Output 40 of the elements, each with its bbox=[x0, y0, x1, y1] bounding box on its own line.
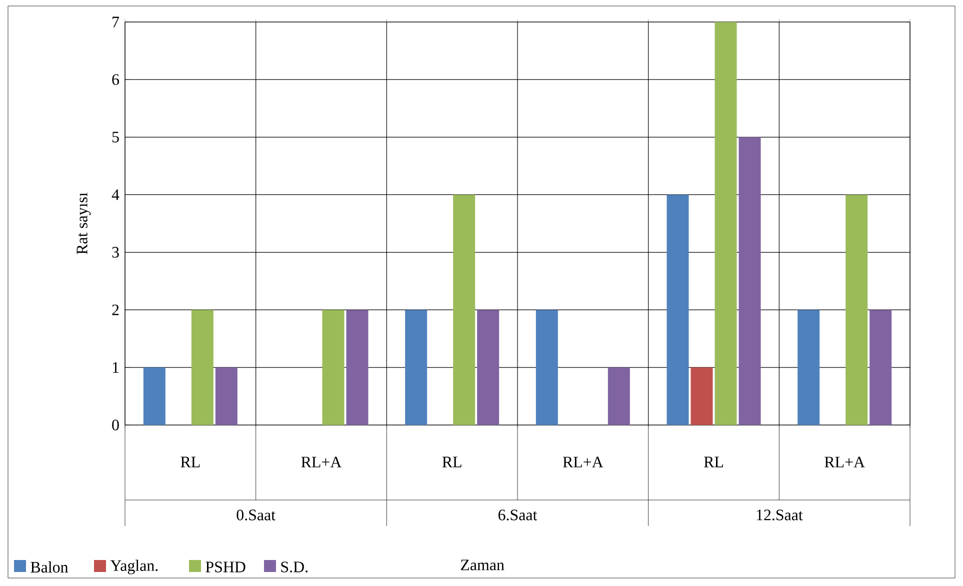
bar bbox=[608, 367, 630, 425]
y-tick-label: 5 bbox=[112, 132, 119, 142]
y-tick-label: 1 bbox=[112, 362, 119, 373]
y-tick-label: 0 bbox=[112, 420, 119, 430]
y-tick-label: 4 bbox=[112, 189, 120, 200]
bar bbox=[405, 310, 428, 425]
bar bbox=[714, 22, 737, 425]
legend-label: S.D. bbox=[281, 562, 308, 572]
bar bbox=[477, 310, 500, 425]
bar bbox=[738, 137, 761, 425]
text: Zaman bbox=[460, 560, 504, 570]
bar bbox=[453, 194, 476, 425]
bar bbox=[536, 310, 558, 425]
y-tick-label: 2 bbox=[112, 304, 119, 316]
x-tick-label: RL bbox=[442, 456, 462, 468]
bar bbox=[191, 310, 214, 425]
bar bbox=[846, 194, 868, 425]
x-tick-label: RL+A bbox=[301, 456, 342, 468]
bar bbox=[215, 367, 238, 425]
bar bbox=[143, 367, 166, 425]
text: 0.Saat bbox=[236, 510, 276, 520]
x-tick-label: RL bbox=[704, 456, 723, 468]
y-tick-label: 3 bbox=[112, 246, 119, 258]
bar bbox=[798, 310, 820, 425]
bar bbox=[346, 310, 368, 425]
y-tick-label: 7 bbox=[112, 16, 120, 28]
x-tick-label: RL+A bbox=[562, 456, 604, 468]
x-tick-label: RL+A bbox=[824, 456, 865, 468]
legend-label: PSHD bbox=[206, 562, 246, 572]
x-tick-label: RL bbox=[180, 456, 200, 468]
y-axis-title: Rat sayısı bbox=[76, 192, 91, 254]
bar bbox=[322, 310, 344, 425]
text: 6.Saat bbox=[498, 510, 538, 520]
legend-label: Yaglan. bbox=[110, 560, 158, 574]
y-tick-label: 6 bbox=[112, 74, 120, 85]
bar bbox=[666, 194, 689, 425]
bar bbox=[690, 367, 713, 425]
bar bbox=[870, 310, 892, 425]
legend-label: Balon bbox=[30, 561, 68, 573]
text: 12.Saat bbox=[756, 510, 803, 520]
